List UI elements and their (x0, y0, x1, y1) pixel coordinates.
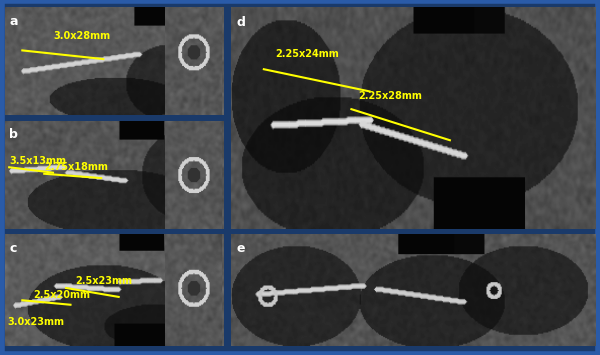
Text: 2.5x20mm: 2.5x20mm (33, 290, 90, 300)
Text: d: d (236, 16, 245, 29)
Text: a: a (9, 15, 17, 28)
Text: 3.0x23mm: 3.0x23mm (7, 317, 64, 327)
Text: e: e (236, 242, 245, 255)
Text: 3.5x13mm: 3.5x13mm (9, 156, 66, 166)
Text: 2.25x28mm: 2.25x28mm (359, 91, 422, 101)
Text: 2.5x23mm: 2.5x23mm (75, 276, 132, 286)
Text: 2.25x24mm: 2.25x24mm (275, 49, 338, 59)
Text: c: c (9, 242, 17, 255)
Text: 2.75x18mm: 2.75x18mm (44, 162, 108, 172)
Text: b: b (9, 128, 18, 141)
Text: 3.0x28mm: 3.0x28mm (53, 31, 110, 41)
